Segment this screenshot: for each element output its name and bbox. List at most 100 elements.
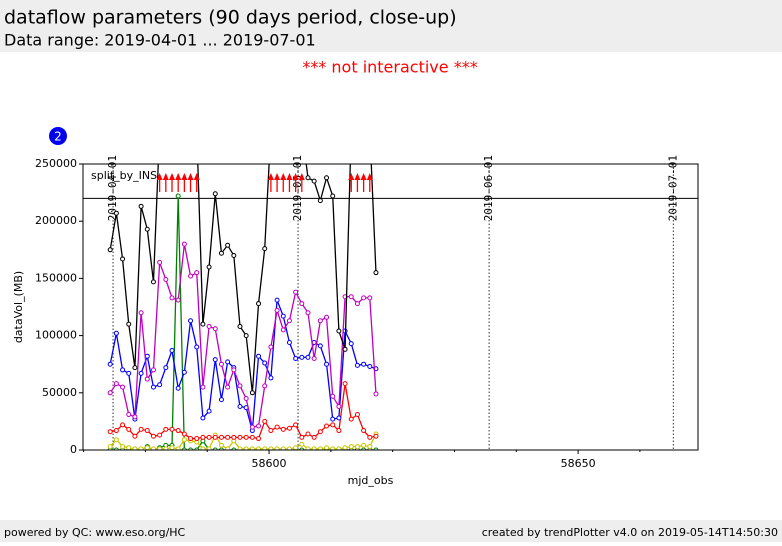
- data-point: [286, 318, 292, 324]
- outlier-arrow: [354, 173, 361, 192]
- outlier-arrow: [181, 173, 188, 192]
- data-point: [373, 270, 379, 276]
- data-point: [200, 434, 206, 440]
- data-point: [157, 259, 163, 265]
- data-point: [354, 444, 360, 450]
- outlier-head: [156, 173, 163, 180]
- data-point: [354, 412, 360, 418]
- data-point: [256, 436, 262, 442]
- data-point: [311, 355, 317, 361]
- data-point: [231, 434, 237, 440]
- data-point: [169, 295, 175, 301]
- data-point: [262, 246, 268, 252]
- data-point: [237, 323, 243, 329]
- series-line: [109, 164, 377, 393]
- data-point: [113, 428, 119, 434]
- data-point: [163, 426, 169, 432]
- data-point: [324, 361, 330, 367]
- data-point: [367, 295, 373, 301]
- data-point: [336, 428, 342, 434]
- data-point: [218, 361, 224, 367]
- data-point: [256, 423, 262, 429]
- data-point: [348, 341, 354, 347]
- outlier-head: [175, 173, 182, 180]
- outlier-arrow: [175, 173, 182, 192]
- x-tick-label: 58600: [252, 457, 287, 470]
- data-point: [268, 375, 274, 381]
- x-tick-label: 58650: [561, 457, 596, 470]
- data-point: [330, 416, 336, 422]
- series-group: [107, 164, 379, 450]
- data-point: [144, 376, 150, 382]
- data-point: [367, 444, 373, 450]
- outlier-arrow: [286, 173, 293, 192]
- data-point: [225, 446, 231, 450]
- data-point: [218, 250, 224, 256]
- data-point: [126, 445, 132, 450]
- data-point: [305, 446, 311, 450]
- data-point: [280, 446, 286, 450]
- data-point: [175, 193, 181, 199]
- data-point: [324, 314, 330, 320]
- notice: *** not interactive ***: [302, 58, 477, 77]
- data-point: [373, 391, 379, 397]
- data-point: [274, 297, 280, 303]
- data-point: [206, 408, 212, 414]
- data-point: [330, 422, 336, 428]
- data-point: [138, 446, 144, 450]
- data-point: [120, 256, 126, 262]
- data-point: [361, 361, 367, 367]
- data-point: [280, 327, 286, 333]
- y-tick-label: 200000: [35, 214, 77, 227]
- y-tick-label: 250000: [35, 157, 77, 170]
- data-point: [336, 446, 342, 450]
- outlier-head: [274, 173, 281, 180]
- data-point: [311, 178, 317, 184]
- series-line: [109, 299, 377, 431]
- data-point: [330, 193, 336, 199]
- data-point: [225, 359, 231, 365]
- data-point: [107, 444, 113, 450]
- outlier-arrow: [169, 173, 176, 192]
- data-point: [206, 264, 212, 270]
- outlier-arrow: [193, 173, 200, 192]
- data-point: [299, 354, 305, 360]
- data-point: [243, 396, 249, 402]
- data-point: [305, 175, 311, 181]
- data-point: [181, 241, 187, 247]
- data-point: [120, 444, 126, 450]
- outlier-arrow: [280, 173, 287, 192]
- data-point: [336, 328, 342, 334]
- data-point: [324, 445, 330, 450]
- data-point: [317, 318, 323, 324]
- data-point: [107, 247, 113, 253]
- data-point: [138, 370, 144, 376]
- data-point: [120, 384, 126, 390]
- data-point: [175, 297, 181, 303]
- data-point: [212, 434, 218, 440]
- outlier-arrow: [360, 173, 367, 192]
- data-point: [280, 313, 286, 319]
- data-point: [107, 361, 113, 367]
- data-point: [305, 354, 311, 360]
- badge-circle: [49, 127, 67, 145]
- data-point: [157, 432, 163, 438]
- data-point: [305, 431, 311, 437]
- data-point: [348, 444, 354, 450]
- data-point: [169, 445, 175, 450]
- outlier-head: [193, 173, 200, 180]
- data-point: [132, 433, 138, 439]
- outlier-head: [267, 173, 274, 180]
- y-tick-label: 100000: [35, 329, 77, 342]
- data-point: [237, 404, 243, 410]
- data-point: [138, 203, 144, 209]
- plot: 2019-04-01 2019-05-01 2019-06-01 2019-07-01…: [12, 155, 699, 487]
- header-band: [0, 0, 782, 52]
- data-point: [150, 279, 156, 285]
- data-point: [342, 445, 348, 450]
- data-point: [354, 301, 360, 307]
- data-point: [237, 434, 243, 440]
- outlier-arrow: [292, 173, 299, 192]
- data-point: [132, 365, 138, 371]
- data-point: [330, 393, 336, 399]
